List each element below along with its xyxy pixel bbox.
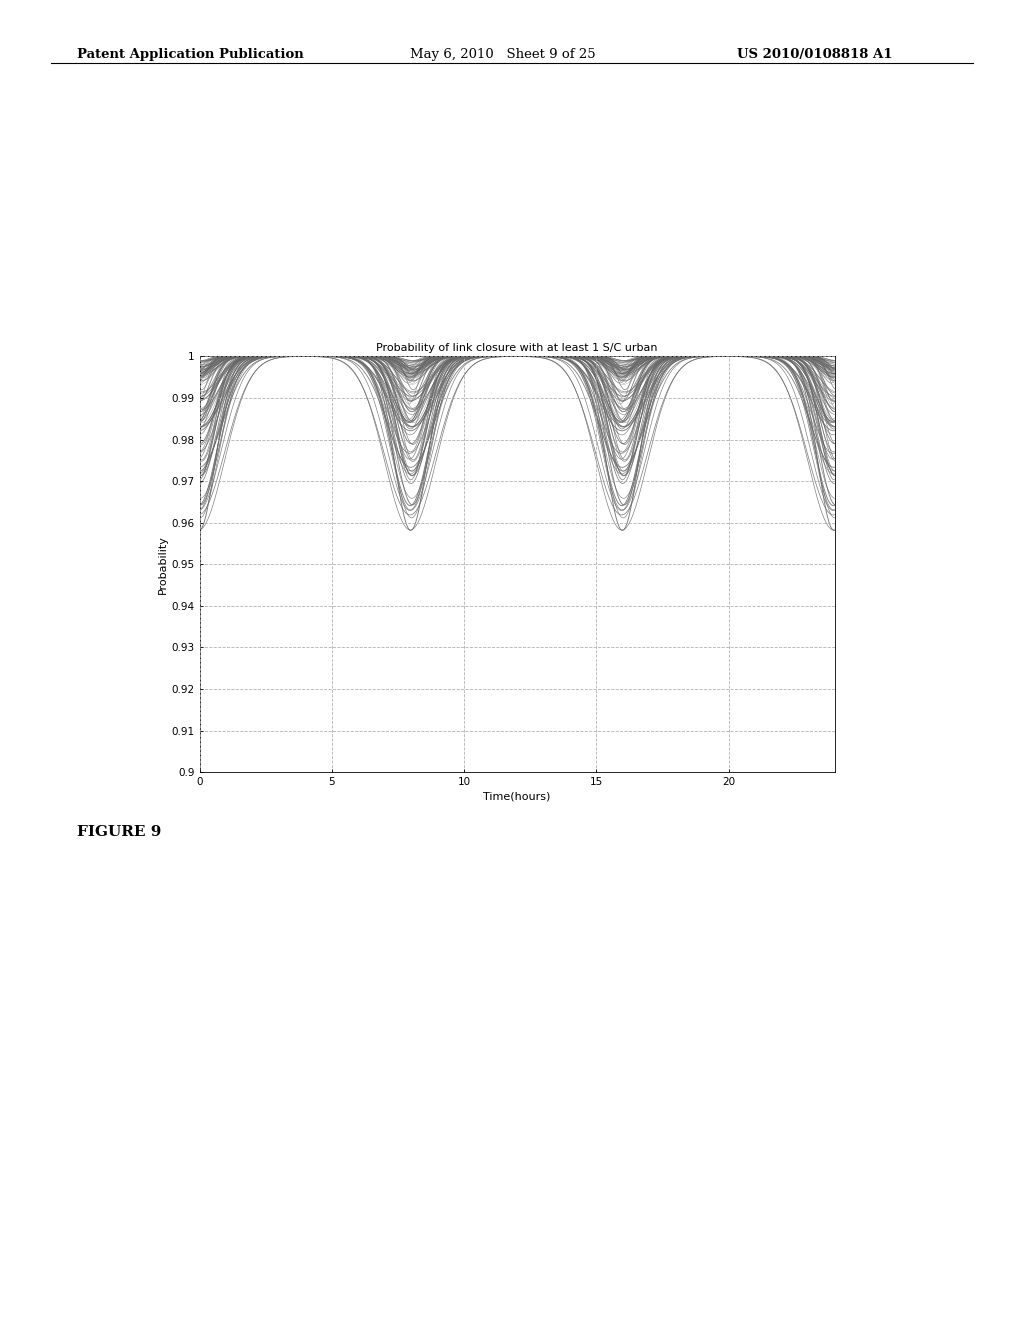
Text: FIGURE 9: FIGURE 9 [77,825,161,840]
Text: May 6, 2010   Sheet 9 of 25: May 6, 2010 Sheet 9 of 25 [410,48,595,61]
X-axis label: Time(hours): Time(hours) [483,791,551,801]
Y-axis label: Probability: Probability [158,535,168,594]
Text: Patent Application Publication: Patent Application Publication [77,48,303,61]
Title: Probability of link closure with at least 1 S/C urban: Probability of link closure with at leas… [377,343,657,352]
Text: US 2010/0108818 A1: US 2010/0108818 A1 [737,48,893,61]
